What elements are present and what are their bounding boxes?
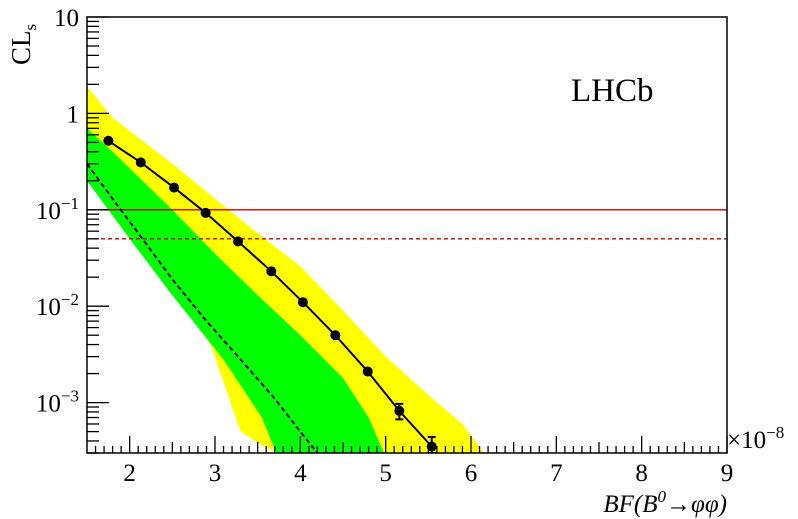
observed-point <box>169 182 180 193</box>
observed-point <box>394 405 405 416</box>
x-tick-label: 6 <box>465 460 478 487</box>
observed-point <box>330 330 341 341</box>
observed-point <box>297 297 308 308</box>
y-tick-label: 10 <box>54 5 79 32</box>
x-axis-title: BF(B0→φφ) <box>603 487 727 518</box>
observed-point <box>233 236 244 247</box>
y-axis-title: CLs <box>6 24 40 65</box>
x-axis-ticks <box>94 436 728 453</box>
y-tick-label: 10−3 <box>36 387 79 418</box>
observed-point <box>103 135 114 146</box>
x-tick-label: 2 <box>123 460 136 487</box>
x-tick-label: 5 <box>379 460 392 487</box>
observed-point <box>362 366 373 377</box>
observed-point <box>200 207 211 218</box>
x-tick-label: 8 <box>635 460 648 487</box>
plot-frame <box>86 16 728 454</box>
x-tick-label: 4 <box>294 460 307 487</box>
x-multiplier-label: ×10−8 <box>727 423 784 454</box>
y-tick-label: 1 <box>67 101 80 128</box>
y-tick-label: 10−2 <box>36 290 79 321</box>
expected-cls-line <box>87 163 319 453</box>
observed-points <box>103 135 437 453</box>
x-axis-tick-labels: 2 3 4 5 6 7 8 9 <box>123 460 733 487</box>
plot-area <box>87 86 727 453</box>
y-axis-ticks <box>87 16 109 454</box>
x-tick-label: 3 <box>209 460 222 487</box>
x-tick-label: 7 <box>550 460 563 487</box>
y-axis-tick-labels: 10 1 10−1 10−2 10−3 <box>36 5 79 418</box>
two-sigma-band <box>87 86 484 453</box>
observed-point <box>266 266 277 277</box>
svg-text:CLs: CLs <box>6 24 40 65</box>
x-tick-label: 9 <box>721 460 734 487</box>
observed-point <box>135 157 146 168</box>
observed-point <box>426 441 437 452</box>
experiment-label: LHCb <box>571 73 654 109</box>
y-tick-label: 10−1 <box>36 194 79 225</box>
